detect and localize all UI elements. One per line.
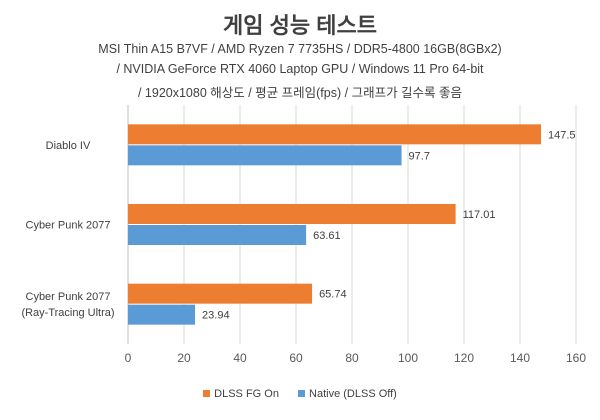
bar <box>128 124 541 145</box>
x-tick-label: 40 <box>233 351 247 365</box>
category-label: (Ray-Tracing Ultra) <box>21 307 114 319</box>
data-label: 65.74 <box>319 289 347 301</box>
legend-item-native: Native (DLSS Off) <box>298 388 397 400</box>
data-label: 147.5 <box>548 129 576 141</box>
legend-swatch-dlss-fg <box>203 390 211 397</box>
x-tick-label: 160 <box>566 351 586 365</box>
x-tick-label: 20 <box>177 351 191 365</box>
x-tick-label: 0 <box>125 351 132 365</box>
legend-label-native: Native (DLSS Off) <box>309 388 397 400</box>
chart-subtitle-line-1: MSI Thin A15 B7VF / AMD Ryzen 7 7735HS /… <box>98 42 502 56</box>
bar <box>128 283 313 304</box>
category-label: Cyber Punk 2077 <box>26 291 111 303</box>
x-tick-label: 80 <box>345 351 359 365</box>
bar <box>128 225 307 245</box>
bar <box>128 145 402 166</box>
legend-label-dlss-fg: DLSS FG On <box>214 388 279 400</box>
legend-item-dlss-fg: DLSS FG On <box>203 388 279 400</box>
x-tick-label: 100 <box>398 351 418 365</box>
category-label: Diablo IV <box>46 140 91 152</box>
legend: DLSS FG On Native (DLSS Off) <box>0 388 600 400</box>
data-label: 117.01 <box>463 209 496 221</box>
x-tick-label: 120 <box>454 351 474 365</box>
bar <box>128 204 456 224</box>
bar <box>128 304 196 325</box>
x-tick-label: 60 <box>289 351 303 365</box>
legend-swatch-native <box>298 390 306 397</box>
chart-subtitle-line-3: / 1920x1080 해상도 / 평균 프레임(fps) / 그래프가 길수록… <box>137 86 463 100</box>
x-tick-label: 140 <box>510 351 530 365</box>
chart-title: 게임 성능 테스트 <box>223 13 377 38</box>
chart-subtitle-line-2: / NVIDIA GeForce RTX 4060 Laptop GPU / W… <box>116 62 484 76</box>
data-label: 23.94 <box>202 310 230 322</box>
data-label: 97.7 <box>409 150 430 162</box>
data-label: 63.61 <box>313 230 341 242</box>
category-label: Cyber Punk 2077 <box>26 220 111 232</box>
